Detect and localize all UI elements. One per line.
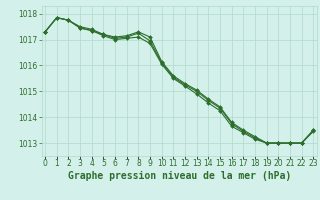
X-axis label: Graphe pression niveau de la mer (hPa): Graphe pression niveau de la mer (hPa) <box>68 171 291 181</box>
